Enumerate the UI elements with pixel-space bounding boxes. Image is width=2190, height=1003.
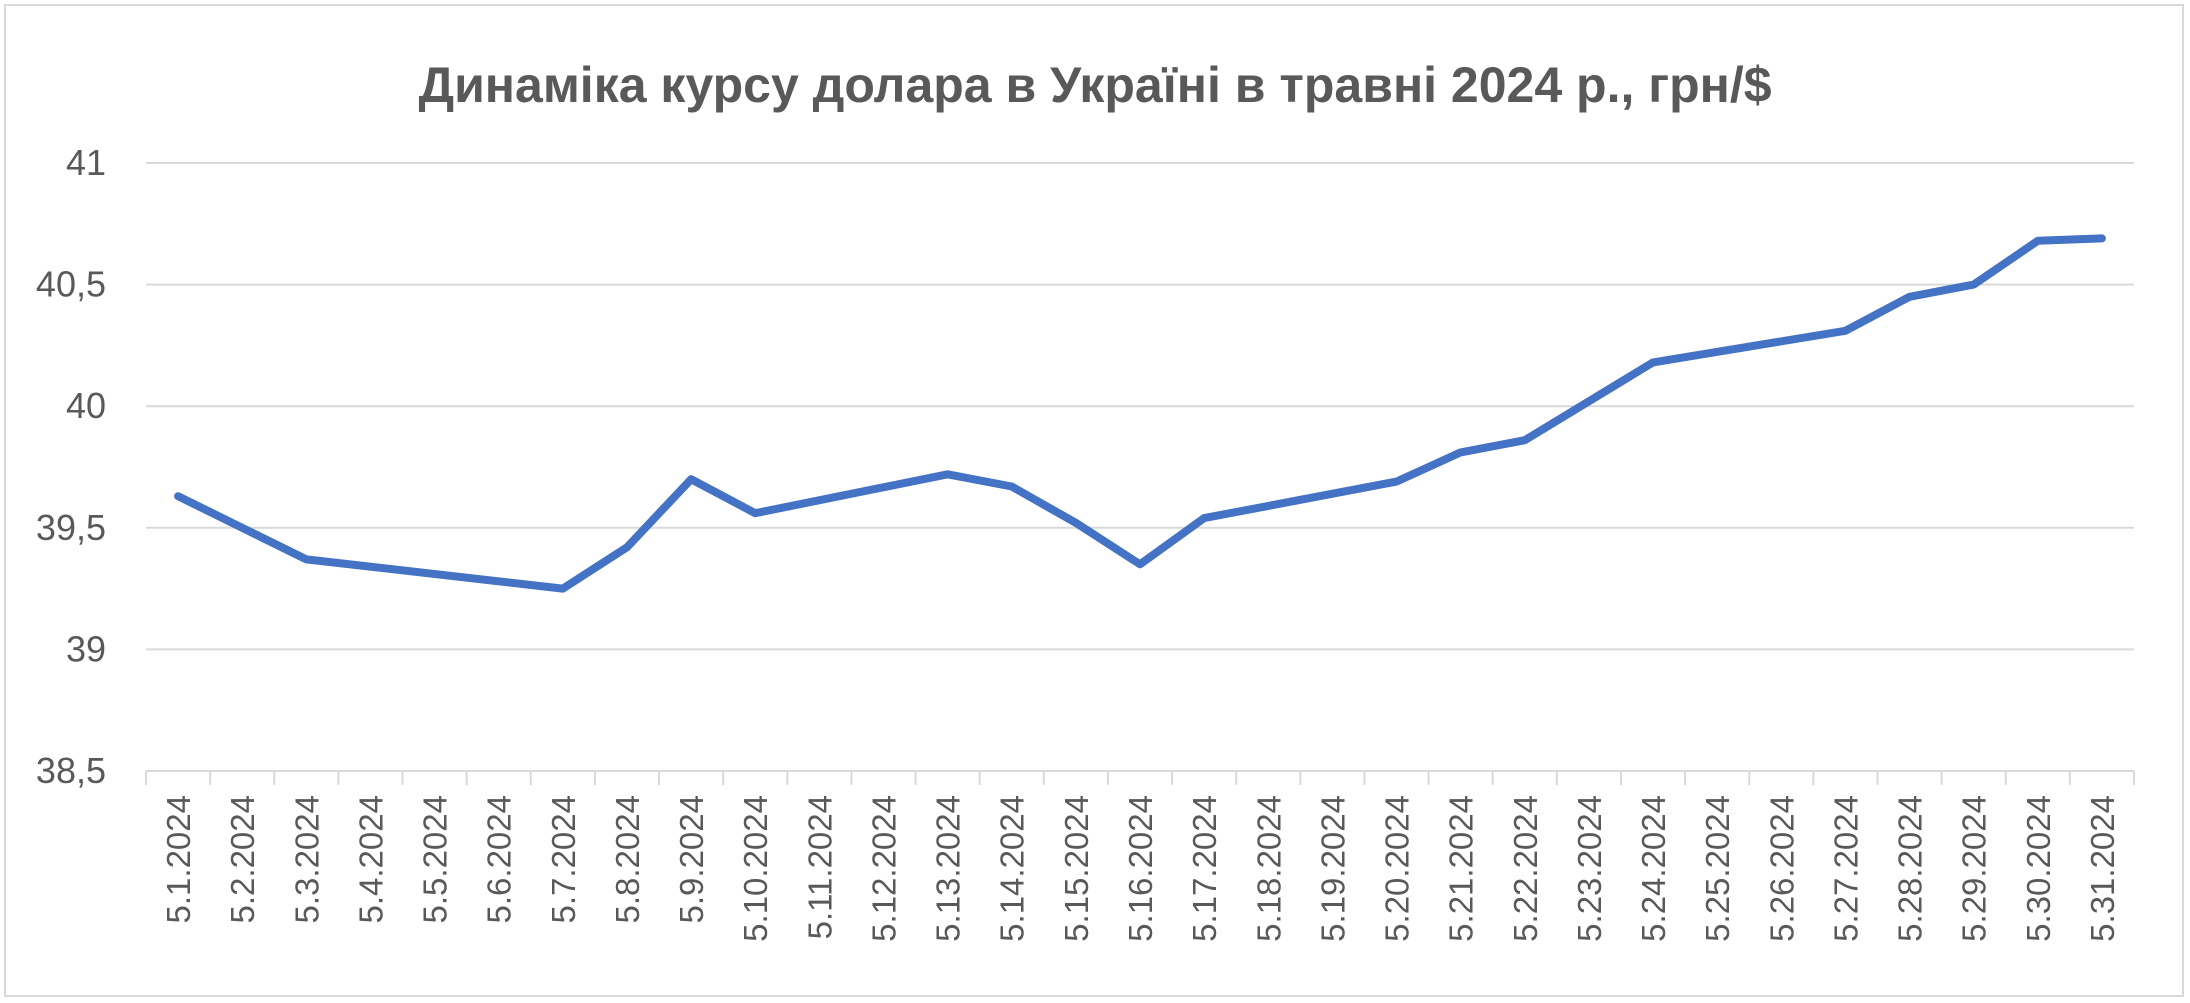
y-tick-label: 41 <box>66 142 106 183</box>
x-tick-label: 5.19.2024 <box>1314 795 1351 942</box>
x-tick-label: 5.1.2024 <box>160 795 197 923</box>
x-tick-label: 5.4.2024 <box>352 795 389 923</box>
x-tick-label: 5.8.2024 <box>609 795 646 923</box>
x-axis <box>145 770 2135 785</box>
y-tick-label: 40 <box>66 385 106 426</box>
x-tick-label: 5.3.2024 <box>288 795 325 923</box>
x-axis-tick-labels: 5.1.2024 5.2.2024 5.3.2024 5.4.2024 5.5.2024… <box>160 795 2121 942</box>
x-tick-label: 5.31.2024 <box>2084 795 2121 942</box>
gridlines <box>146 162 2134 651</box>
x-tick-label: 5.20.2024 <box>1379 795 1416 942</box>
series-line <box>174 234 2106 593</box>
y-tick-label: 38,5 <box>36 750 106 791</box>
x-tick-label: 5.26.2024 <box>1763 795 1800 942</box>
x-tick-label: 5.18.2024 <box>1250 795 1287 942</box>
x-tick-label: 5.29.2024 <box>1956 795 1993 942</box>
x-tick-label: 5.11.2024 <box>801 795 838 939</box>
x-tick-label: 5.12.2024 <box>865 795 902 942</box>
chart-title: Динаміка курсу долара в Україні в травні… <box>418 57 1772 113</box>
x-tick-label: 5.5.2024 <box>417 795 454 923</box>
x-tick-label: 5.22.2024 <box>1507 795 1544 942</box>
x-tick-label: 5.30.2024 <box>2020 795 2057 942</box>
x-tick-label: 5.21.2024 <box>1443 795 1480 942</box>
y-tick-label: 39 <box>66 628 106 669</box>
x-tick-label: 5.13.2024 <box>930 795 967 942</box>
x-tick-label: 5.10.2024 <box>737 795 774 942</box>
x-tick-label: 5.14.2024 <box>994 795 1031 942</box>
y-axis-tick-labels: 38,5 39 39,5 40 40,5 41 <box>36 142 106 791</box>
x-tick-label: 5.28.2024 <box>1892 795 1929 942</box>
x-tick-label: 5.16.2024 <box>1122 795 1159 942</box>
x-tick-label: 5.17.2024 <box>1186 795 1223 942</box>
x-tick-label: 5.27.2024 <box>1827 795 1864 942</box>
series-layer <box>174 234 2106 593</box>
chart-frame <box>4 4 2184 997</box>
x-tick-label: 5.9.2024 <box>673 795 710 923</box>
x-tick-label: 5.7.2024 <box>545 795 582 923</box>
x-tick-label: 5.24.2024 <box>1635 795 1672 942</box>
x-tick-label: 5.15.2024 <box>1058 795 1095 942</box>
x-tick-label: 5.6.2024 <box>481 795 518 923</box>
x-tick-label: 5.25.2024 <box>1699 795 1736 942</box>
x-tick-label: 5.2.2024 <box>224 795 261 923</box>
x-tick-label: 5.23.2024 <box>1571 795 1608 942</box>
y-tick-label: 40,5 <box>36 264 106 305</box>
y-tick-label: 39,5 <box>36 507 106 548</box>
